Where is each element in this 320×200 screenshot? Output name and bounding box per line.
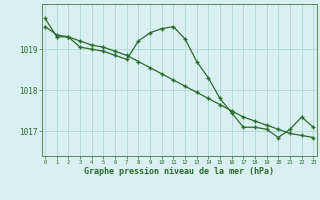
X-axis label: Graphe pression niveau de la mer (hPa): Graphe pression niveau de la mer (hPa) [84,167,274,176]
